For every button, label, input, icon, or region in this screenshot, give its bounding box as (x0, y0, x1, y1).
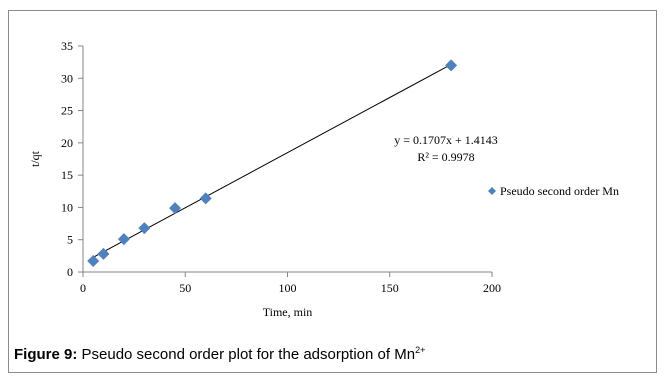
caption-superscript: 2+ (415, 345, 426, 355)
y-tick-label: 20 (61, 136, 73, 150)
y-tick-label: 10 (61, 200, 73, 214)
y-tick-label: 15 (61, 168, 73, 182)
legend: Pseudo second order Mn (488, 184, 619, 198)
caption-label: Figure 9: (14, 346, 78, 363)
x-tick-label: 0 (80, 281, 86, 295)
data-point (87, 255, 100, 268)
axes: 0 50 100 150 200 0 5 10 15 20 25 30 35 (61, 39, 501, 295)
x-tick-label: 150 (381, 281, 399, 295)
y-axis-title: t/qt (28, 150, 42, 167)
x-axis-title: Time, min (263, 305, 313, 319)
chart-plot: 0 50 100 150 200 0 5 10 15 20 25 30 35 y = 0.1707x +… (28, 39, 619, 319)
trendline-group (92, 64, 452, 258)
figure-caption: Figure 9: Pseudo second order plot for t… (8, 345, 657, 364)
y-tick-label: 30 (61, 71, 73, 85)
data-point (97, 247, 110, 260)
caption-text: Pseudo second order plot for the adsorpt… (81, 346, 416, 363)
legend-label: Pseudo second order Mn (500, 184, 619, 198)
data-points (87, 59, 458, 268)
trendline-equation: y = 0.1707x + 1.4143 (394, 133, 498, 147)
data-point (138, 222, 151, 235)
y-tick-label: 0 (67, 265, 73, 279)
data-point (117, 233, 130, 246)
data-point (169, 202, 182, 215)
x-tick-label: 100 (279, 281, 297, 295)
y-tick-label: 35 (61, 39, 73, 53)
trendline (92, 64, 452, 258)
x-tick-label: 200 (483, 281, 501, 295)
data-point (199, 192, 212, 205)
y-tick-label: 25 (61, 104, 73, 118)
y-tick-label: 5 (67, 233, 73, 247)
x-tick-label: 50 (179, 281, 191, 295)
chart-frame: 0 50 100 150 200 0 5 10 15 20 25 30 35 y = 0.1707x +… (8, 10, 657, 373)
legend-marker-diamond (488, 187, 496, 195)
r-squared-label: R² = 0.9978 (417, 150, 474, 164)
data-point (445, 59, 458, 72)
